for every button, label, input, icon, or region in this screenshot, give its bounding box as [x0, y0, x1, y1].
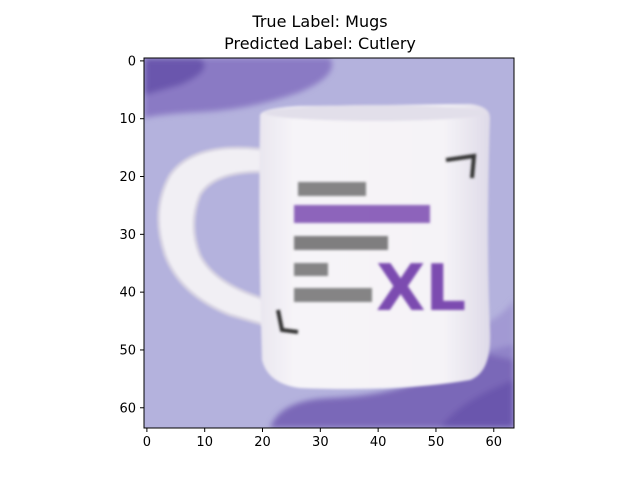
- y-tick-label: 50: [119, 343, 136, 358]
- x-tick-label: 50: [428, 435, 445, 450]
- y-tick-label: 10: [119, 112, 136, 127]
- mug-image: XL: [144, 58, 514, 428]
- x-tick-label: 20: [254, 435, 271, 450]
- mug-text-xl: XL: [376, 252, 466, 326]
- y-axis: 0 10 20 30 40 50 60: [119, 54, 144, 416]
- y-tick-label: 30: [119, 228, 136, 243]
- x-axis: 0 10 20 30 40 50 60: [143, 428, 502, 450]
- title-true-label: True Label: Mugs: [252, 12, 388, 31]
- x-tick-label: 40: [370, 435, 387, 450]
- x-tick-label: 30: [312, 435, 329, 450]
- y-tick-label: 0: [128, 54, 136, 69]
- x-tick-label: 0: [143, 435, 151, 450]
- x-tick-label: 60: [485, 435, 502, 450]
- x-tick-label: 10: [196, 435, 213, 450]
- title-predicted-label: Predicted Label: Cutlery: [224, 34, 416, 53]
- y-tick-label: 60: [119, 401, 136, 416]
- y-tick-label: 40: [119, 286, 136, 301]
- y-tick-label: 20: [119, 170, 136, 185]
- axes-frame: [143, 57, 515, 429]
